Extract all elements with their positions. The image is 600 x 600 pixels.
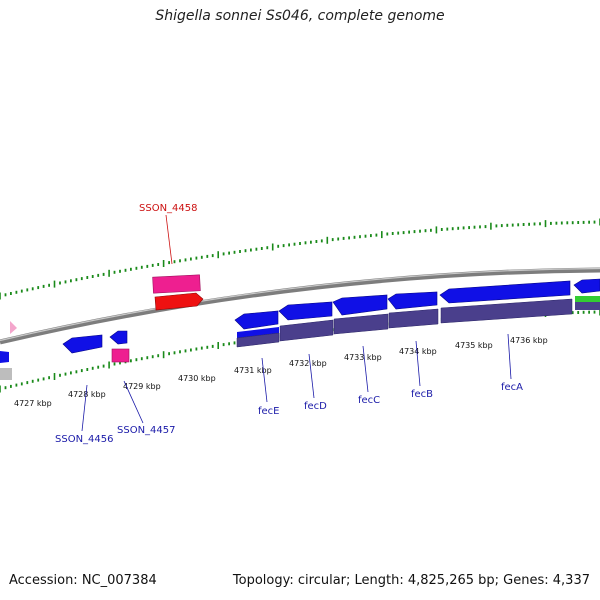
leader-feca bbox=[507, 333, 512, 380]
label-sson-4458: SSON_4458 bbox=[139, 203, 198, 214]
leader-fecd bbox=[308, 353, 315, 399]
gene-feca bbox=[439, 280, 571, 304]
map-title: Shigella sonnei Ss046, complete genome bbox=[155, 8, 445, 24]
leader-sson-4458 bbox=[165, 214, 173, 265]
cds-fecc bbox=[333, 313, 389, 335]
gene-sson-4458 bbox=[152, 274, 201, 294]
gene-fecc bbox=[332, 294, 388, 316]
label-sson-4457: SSON_4457 bbox=[117, 425, 176, 436]
tick-row-upper bbox=[0, 218, 600, 300]
rna-feature bbox=[575, 296, 600, 302]
cds-sson-4458 bbox=[154, 292, 204, 311]
gene-sson-4456 bbox=[62, 334, 103, 354]
topology-text: Topology: circular; Length: 4,825,265 bp… bbox=[232, 573, 590, 588]
rna-cds bbox=[575, 302, 600, 310]
label-sson-4456: SSON_4456 bbox=[55, 434, 114, 445]
leader-sson-4456 bbox=[81, 384, 88, 432]
cds-fece bbox=[236, 332, 280, 348]
scale-label-4731: 4731 kbp bbox=[234, 366, 272, 375]
scale-label-4729: 4729 kbp bbox=[123, 382, 161, 391]
label-fecd: fecD bbox=[304, 401, 327, 412]
leader-sson-4457 bbox=[123, 380, 144, 424]
cds-fecd bbox=[279, 319, 334, 342]
scale-label-4732: 4732 kbp bbox=[289, 359, 327, 368]
cds-fecb bbox=[388, 308, 439, 329]
label-fecb: fecB bbox=[411, 389, 433, 400]
scale-label-4728: 4728 kbp bbox=[68, 390, 106, 399]
cds-feca bbox=[440, 298, 573, 324]
leader-fecc bbox=[362, 345, 369, 393]
gene-small-forward bbox=[109, 330, 128, 345]
scale-label-4735: 4735 kbp bbox=[455, 341, 493, 350]
gene-sson-4457 bbox=[111, 348, 130, 363]
backbone-arc bbox=[0, 267, 600, 345]
leader-fecb bbox=[415, 340, 421, 387]
left-edge-gene bbox=[0, 351, 9, 363]
scale-label-4734: 4734 kbp bbox=[399, 347, 437, 356]
scale-label-4733: 4733 kbp bbox=[344, 353, 382, 362]
backbone-arc-highlight bbox=[0, 267, 600, 342]
scale-label-4727: 4727 kbp bbox=[14, 399, 52, 408]
label-feca: fecA bbox=[501, 382, 523, 393]
label-fece: fecE bbox=[258, 406, 280, 417]
left-edge-pink-marker bbox=[10, 321, 17, 334]
left-edge-grey-feature bbox=[0, 368, 12, 380]
scale-label-4736: 4736 kbp bbox=[510, 336, 548, 345]
leader-fece bbox=[261, 357, 268, 403]
scale-label-4730: 4730 kbp bbox=[178, 374, 216, 383]
cds-fece-blue-strip bbox=[237, 327, 279, 338]
label-fecc: fecC bbox=[358, 395, 380, 406]
gene-fece bbox=[234, 310, 279, 330]
accession-text: Accession: NC_007384 bbox=[9, 573, 157, 588]
gene-fecb bbox=[387, 291, 438, 310]
gene-fecd bbox=[278, 301, 333, 321]
gene-right-edge bbox=[573, 278, 600, 294]
